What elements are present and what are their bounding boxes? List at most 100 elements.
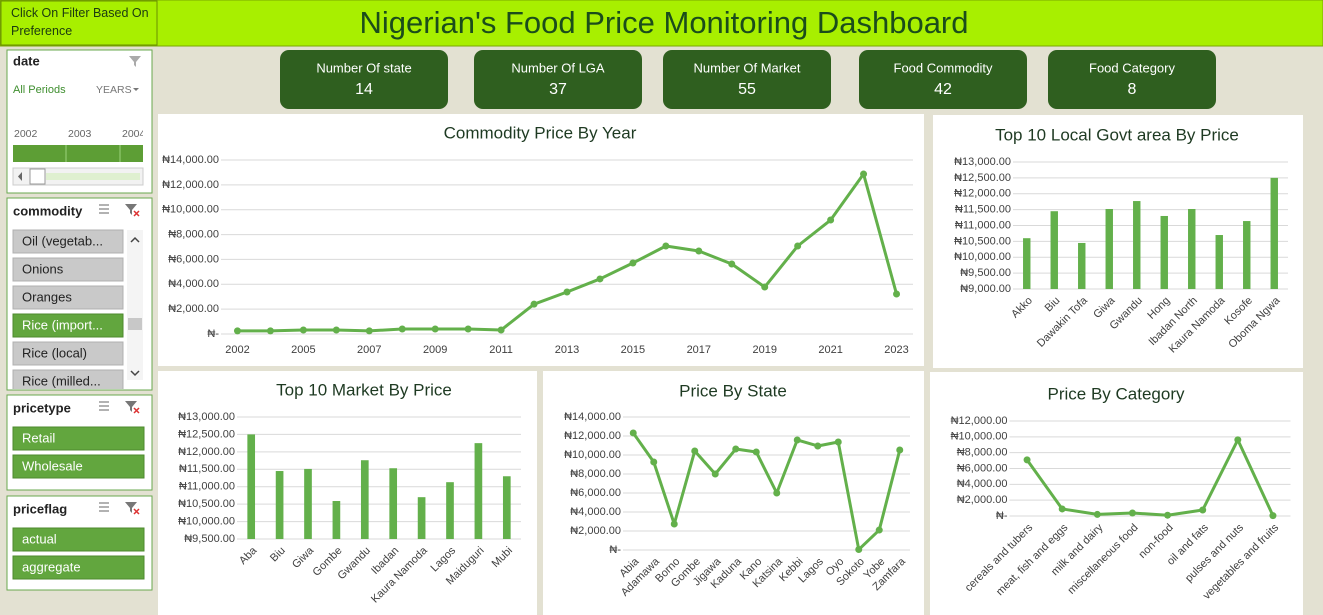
slicer-item[interactable] (12, 454, 145, 479)
timeline-bar[interactable] (13, 145, 143, 162)
point (398, 325, 406, 333)
kpi-card (474, 50, 642, 109)
line (632, 432, 902, 552)
items: Oil (vegetab... Onions Oranges Rice (import… (12, 229, 124, 393)
bar (474, 443, 483, 539)
y-tick-label: ₦11,500.00 (955, 204, 1011, 216)
point (893, 290, 901, 298)
point (875, 526, 883, 534)
y-tick-label: ₦14,000.00 (564, 411, 621, 423)
point (233, 327, 241, 335)
panel (158, 371, 537, 615)
kpi-label: Number Of LGA (511, 60, 605, 75)
y-tick-label: ₦10,500.00 (954, 235, 1011, 247)
chart-title: Commodity Price By Year (444, 123, 637, 142)
slicer-item[interactable] (12, 229, 124, 254)
y-tick-label: ₦8,000.00 (168, 228, 219, 240)
y-tick-label: ₦11,500.00 (179, 463, 235, 475)
multi-select-icon (99, 401, 109, 411)
point (695, 247, 703, 255)
bar (332, 501, 341, 539)
x-tick-label: 2011 (489, 344, 513, 356)
y-tick-label: ₦- (207, 328, 219, 340)
scroll-thumb[interactable] (128, 318, 142, 330)
y-tick-label: ₦2,000.00 (168, 303, 219, 315)
y-tick-label: ₦- (609, 544, 621, 556)
bar (1105, 208, 1113, 289)
y-tick-label: ₦12,500.00 (178, 428, 235, 440)
bar (1215, 235, 1223, 289)
point (629, 259, 637, 267)
x-tick-label: 2007 (357, 344, 381, 356)
chart-title: Top 10 Market By Price (276, 380, 452, 399)
period[interactable]: All Periods (13, 84, 66, 96)
point (827, 216, 835, 224)
point (752, 448, 760, 456)
point (464, 325, 472, 333)
point (497, 326, 505, 334)
bar (1050, 211, 1058, 289)
point (1128, 509, 1136, 517)
level[interactable]: YEARS (96, 84, 132, 96)
slicer-title: date (13, 53, 40, 68)
clear-filter-icon[interactable] (125, 401, 137, 412)
point (629, 429, 637, 437)
y-tick-label: ₦12,000.00 (162, 179, 219, 191)
clear-x (133, 508, 140, 515)
kpi-label: Food Commodity (894, 60, 993, 75)
point (1164, 511, 1172, 519)
y-tick-label: ₦8,000.00 (957, 447, 1008, 459)
panel (158, 114, 924, 366)
x-tick-label: 2015 (621, 344, 645, 356)
slicer-item[interactable] (12, 285, 124, 310)
filter-icon[interactable] (129, 56, 141, 67)
slicer-item[interactable] (12, 369, 124, 393)
bar (275, 471, 284, 539)
item-label: actual (22, 531, 57, 546)
y-tick-label: ₦4,000.00 (570, 506, 621, 518)
y-tick-label: ₦4,000.00 (168, 278, 219, 290)
y-tick-label: ₦10,000.00 (178, 515, 235, 527)
slicer-item[interactable] (12, 527, 145, 552)
x-tick-label: 2023 (884, 344, 908, 356)
y-tick-label: ₦- (996, 510, 1008, 522)
y-tick-label: ₦6,000.00 (570, 487, 621, 499)
y-tick-label: ₦9,500.00 (184, 533, 235, 545)
scroll-thumb[interactable] (29, 168, 46, 185)
slicer-item[interactable] (12, 426, 145, 451)
clear-x (133, 407, 140, 414)
kpi-value: 37 (549, 81, 567, 98)
y-tick-label: ₦6,000.00 (957, 462, 1008, 474)
item-label: Retail (22, 430, 55, 445)
point (732, 445, 740, 453)
slicer-item[interactable] (12, 341, 124, 366)
clear-filter-icon[interactable] (125, 204, 137, 215)
slicer-item[interactable] (12, 555, 145, 580)
header-bar (0, 0, 1323, 47)
point (855, 546, 863, 554)
point (793, 436, 801, 444)
y-tick-label: ₦10,000.00 (951, 431, 1008, 443)
x-tick-label: 2002 (225, 344, 249, 356)
chart-title: Price By Category (1048, 384, 1185, 403)
point (1023, 456, 1031, 464)
slicer-item[interactable] (12, 313, 124, 338)
x-tick-label: 2013 (555, 344, 579, 356)
kpi-card (859, 50, 1027, 109)
point (761, 283, 769, 291)
y-tick-label: ₦8,000.00 (570, 468, 621, 480)
y-tick-label: ₦2,000.00 (570, 525, 621, 537)
bar (389, 468, 398, 539)
scrollbar (127, 230, 143, 380)
bar (1078, 242, 1086, 289)
item-label: aggregate (22, 559, 81, 574)
kpi-label: Number Of state (316, 60, 411, 75)
scroll-left[interactable] (18, 172, 22, 181)
clear-filter-icon[interactable] (125, 502, 137, 513)
point (563, 288, 571, 296)
scroll-down[interactable] (130, 370, 140, 377)
kpi-label: Number Of Market (694, 60, 801, 75)
slicer-item[interactable] (12, 257, 124, 282)
point (773, 489, 781, 497)
scroll-up[interactable] (130, 236, 140, 243)
